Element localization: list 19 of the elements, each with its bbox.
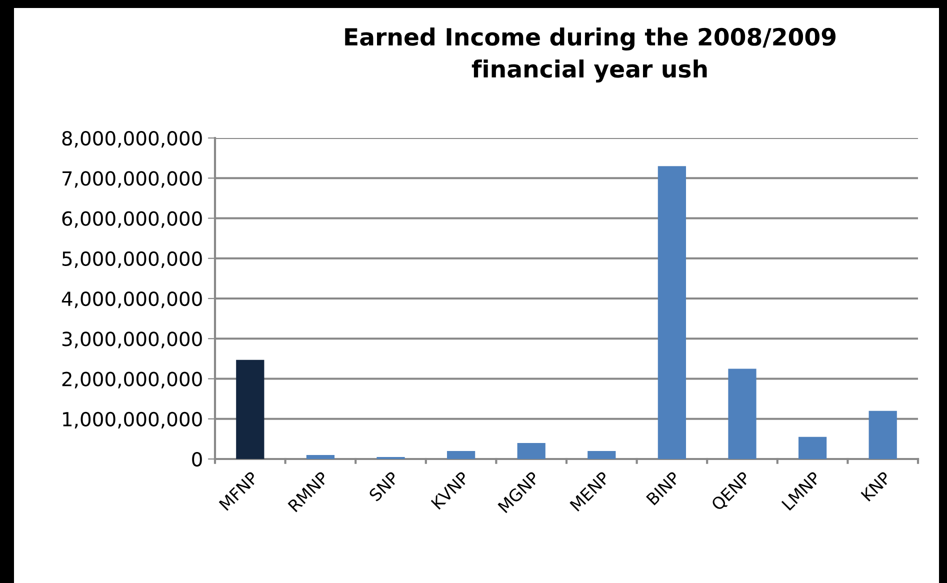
y-tick-label: 0 (192, 452, 202, 467)
y-tick-label: 2,000,000,000 (62, 372, 202, 388)
bar (236, 360, 264, 459)
y-tick-label: 1,000,000,000 (63, 412, 202, 429)
bar (306, 454, 335, 459)
y-tick-label: 7,000,000,000 (62, 171, 202, 188)
bar (658, 166, 686, 459)
bar (446, 450, 476, 459)
y-tick-label: 4,000,000,000 (62, 291, 202, 308)
y-tick-label: 6,000,000,000 (62, 211, 202, 228)
bar (588, 450, 616, 459)
y-tick-label: 3,000,000,000 (62, 332, 202, 348)
bar (517, 442, 546, 459)
bar (868, 410, 897, 459)
chart-title: Earned Income during the 2008/2009 financial year ush (345, 27, 836, 83)
y-tick-label: 5,000,000,000 (62, 251, 202, 268)
bar (728, 368, 756, 459)
y-tick-label: 8,000,000,000 (62, 130, 202, 148)
bar (798, 436, 827, 459)
